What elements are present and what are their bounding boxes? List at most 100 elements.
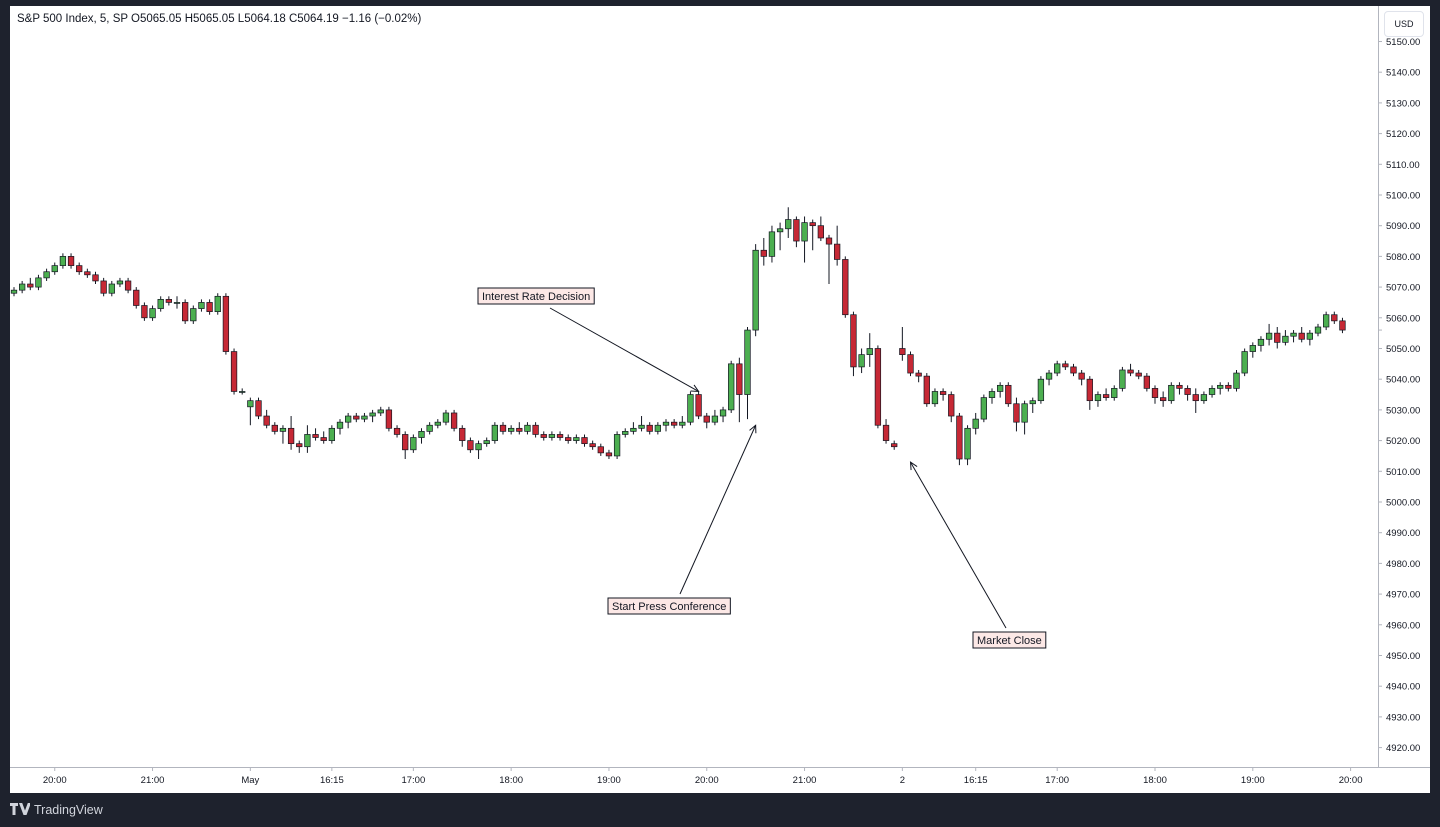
annotation-label: Interest Rate Decision	[482, 291, 590, 303]
candle-body	[320, 437, 327, 441]
candle-body	[882, 424, 890, 441]
candle	[540, 431, 547, 441]
candle	[817, 216, 824, 242]
candle-body	[540, 434, 547, 438]
candle-body	[1241, 351, 1248, 374]
footer: TradingView	[10, 801, 103, 819]
candle-body	[1200, 394, 1208, 402]
price-tick-label: 5130.00	[1386, 98, 1420, 109]
price-tick-label: 5100.00	[1386, 190, 1420, 201]
candle-body	[108, 283, 115, 294]
candle-body	[475, 443, 482, 451]
candle-body	[312, 434, 319, 438]
candle	[43, 268, 50, 281]
price-tick-label: 5150.00	[1386, 37, 1420, 48]
candle	[385, 406, 393, 432]
candle	[825, 234, 833, 285]
time-tick-label: 16:15	[964, 775, 988, 786]
candle-body	[776, 228, 784, 233]
candle	[328, 425, 335, 444]
symbol-legend: S&P 500 Index, 5, SP O5065.05 H5065.05 L…	[17, 13, 422, 25]
candle	[1086, 376, 1093, 410]
candle-body	[785, 219, 792, 230]
candle-body	[613, 434, 621, 457]
currency-button[interactable]: USD	[1384, 11, 1424, 37]
candle	[548, 431, 556, 441]
candle-body	[92, 274, 99, 282]
candle-body	[1143, 375, 1151, 389]
candle	[214, 293, 221, 315]
price-tick-label: 5140.00	[1386, 68, 1420, 79]
candle	[1184, 385, 1191, 401]
candle	[622, 428, 629, 438]
annotation[interactable]: Start Press Conference	[607, 424, 757, 615]
candle-body	[1151, 388, 1159, 398]
candle	[141, 302, 148, 321]
candle	[874, 345, 882, 429]
candle-body	[833, 243, 841, 260]
candle	[1029, 397, 1036, 413]
price-tick-label: 4940.00	[1386, 682, 1420, 693]
candle-body	[1111, 388, 1118, 398]
candle	[1331, 311, 1338, 324]
candle	[907, 351, 914, 377]
candle	[1070, 363, 1077, 377]
price-tick-label: 5110.00	[1386, 160, 1420, 171]
candle-body	[850, 314, 857, 368]
candle-body	[483, 440, 490, 445]
candle-body	[27, 283, 34, 288]
chart-panel[interactable]: Interest Rate Decision Start Press Confer…	[10, 6, 1430, 793]
candle-body	[1013, 403, 1020, 423]
candle	[1159, 391, 1167, 407]
candle-body	[51, 265, 58, 273]
annotation[interactable]: Interest Rate Decision	[477, 287, 700, 393]
candle-body	[654, 424, 661, 432]
brand-name[interactable]: TradingView	[34, 803, 103, 817]
time-tick-label: 18:00	[499, 775, 523, 786]
candle	[1339, 317, 1346, 334]
candle-body	[450, 412, 458, 429]
candle-body	[271, 424, 278, 432]
candle	[1094, 391, 1102, 407]
candle	[84, 268, 91, 278]
candle-body	[1192, 394, 1199, 402]
candle	[1062, 360, 1069, 370]
candle	[768, 225, 776, 263]
candle	[426, 422, 433, 435]
candle-body	[899, 348, 906, 355]
candle	[100, 277, 107, 297]
arrow-head-icon	[909, 461, 918, 471]
tradingview-logo-icon[interactable]	[10, 802, 31, 818]
candle	[728, 360, 735, 413]
candle	[719, 406, 727, 423]
candle-body	[915, 372, 922, 377]
candle	[842, 256, 849, 318]
candle	[263, 409, 270, 429]
candle	[532, 422, 539, 438]
candle-body	[548, 434, 556, 438]
price-tick-label: 4970.00	[1386, 590, 1420, 601]
candle	[499, 422, 507, 435]
candle	[173, 296, 181, 309]
candle	[1233, 369, 1240, 392]
candle-body	[1135, 372, 1142, 377]
candle	[157, 296, 164, 312]
annotation[interactable]: Market Close	[909, 461, 1047, 649]
candle-body	[336, 421, 344, 429]
candle	[556, 431, 564, 441]
candle	[1282, 330, 1289, 346]
candle-body	[1176, 384, 1183, 389]
candle	[679, 416, 686, 429]
candle	[711, 409, 719, 426]
candle-body	[116, 280, 124, 285]
candle-body	[173, 302, 181, 304]
price-chart[interactable]: Interest Rate Decision Start Press Confer…	[10, 6, 1430, 793]
candle-body	[182, 302, 189, 322]
candle	[483, 437, 490, 447]
price-tick-label: 5040.00	[1386, 375, 1420, 386]
candle-body	[670, 421, 678, 426]
candle	[956, 412, 963, 466]
candle-body	[605, 452, 613, 457]
candle	[1143, 373, 1151, 392]
candle-body	[703, 415, 710, 423]
